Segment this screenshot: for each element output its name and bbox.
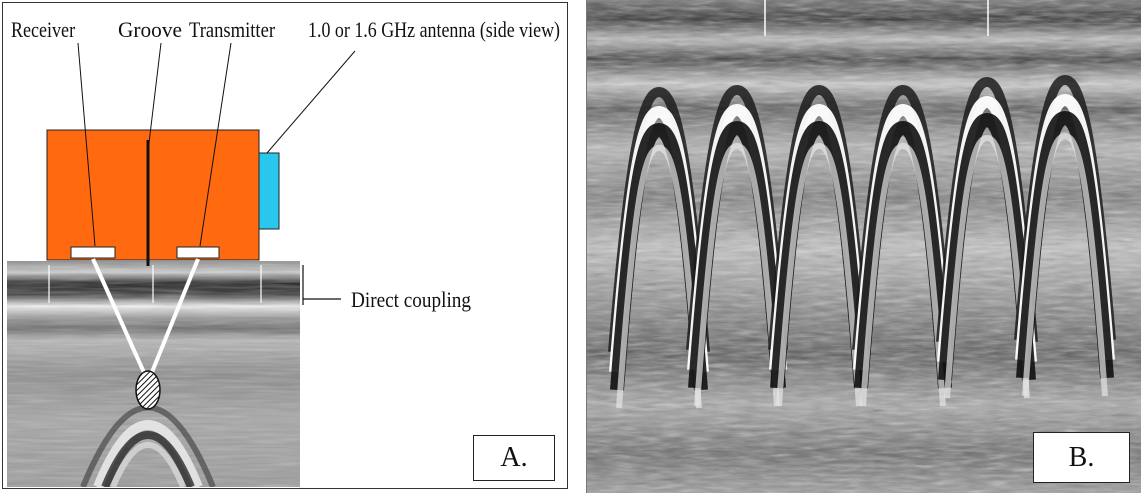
transmitter-label: Transmitter (189, 17, 276, 42)
direct-coupling-label: Direct coupling (351, 287, 471, 312)
radargram-canvas (587, 0, 1141, 493)
panel-a-antenna-diagram: Receiver Groove Transmitter 1.0 or 1.6 G… (2, 2, 568, 489)
antenna-diagram-canvas: Receiver Groove Transmitter 1.0 or 1.6 G… (3, 3, 566, 487)
receiver-label: Receiver (11, 18, 75, 42)
transmitter-pad (177, 247, 219, 258)
antenna-leader (267, 51, 355, 153)
groove-leader (149, 43, 161, 143)
buried-target (136, 371, 160, 409)
panel-b-letter: B. (1033, 432, 1130, 483)
antenna-connector (259, 153, 279, 229)
panel-b-radargram: B. (586, 0, 1141, 493)
antenna-body (47, 130, 259, 260)
groove-label: Groove (118, 17, 182, 42)
receiver-pad (71, 247, 115, 258)
panel-a-letter: A. (473, 435, 555, 481)
antenna-label: 1.0 or 1.6 GHz antenna (side view) (308, 17, 560, 42)
